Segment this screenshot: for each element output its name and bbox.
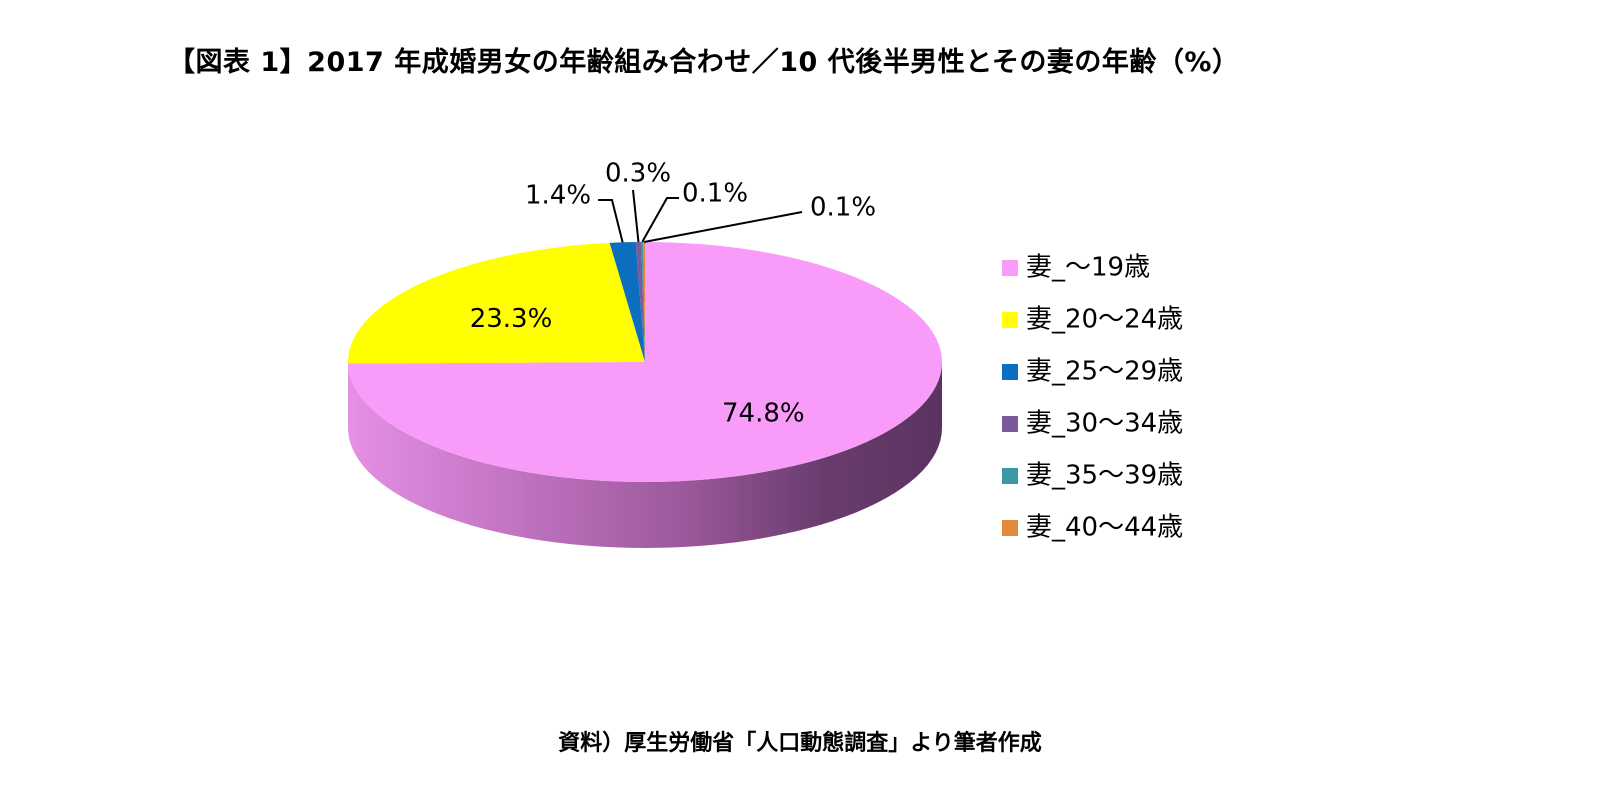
pie-tops bbox=[347, 241, 942, 482]
pie-slice-0 bbox=[348, 242, 942, 482]
pie-slice-3 bbox=[635, 242, 645, 362]
legend-swatch-5 bbox=[1002, 520, 1018, 536]
pie-sides bbox=[348, 362, 942, 548]
chart-title: 【図表 1】2017 年成婚男女の年齢組み合わせ／10 代後半男性とその妻の年齢… bbox=[168, 47, 1240, 78]
pie-slice-2 bbox=[609, 242, 645, 362]
source-note: 資料）厚生労働省「人口動態調査」より筆者作成 bbox=[558, 731, 1042, 756]
data-label-3: 0.3% bbox=[605, 159, 671, 189]
data-label-5: 0.1% bbox=[810, 193, 876, 223]
legend-label-4: 妻_35～39歳 bbox=[1026, 461, 1183, 491]
leader-line-5 bbox=[643, 211, 803, 243]
legend-label-5: 妻_40～44歳 bbox=[1026, 513, 1183, 543]
data-label-1: 23.3% bbox=[470, 304, 553, 334]
data-label-4: 0.1% bbox=[682, 179, 748, 209]
legend-label-1: 妻_20～24歳 bbox=[1026, 305, 1183, 335]
leader-lines bbox=[598, 189, 803, 243]
legend-label-2: 妻_25～29歳 bbox=[1026, 357, 1183, 387]
leader-line-4 bbox=[641, 197, 679, 243]
pie-side-0 bbox=[348, 362, 942, 548]
legend: 妻_～19歳妻_20～24歳妻_25～29歳妻_30～34歳妻_35～39歳妻_… bbox=[1002, 253, 1183, 543]
legend-swatch-4 bbox=[1002, 468, 1018, 484]
pie-slice-5 bbox=[643, 241, 645, 362]
data-label-0: 74.8% bbox=[722, 399, 805, 429]
legend-label-0: 妻_～19歳 bbox=[1026, 253, 1150, 283]
pie-slice-4 bbox=[641, 242, 645, 362]
data-label-2: 1.4% bbox=[525, 181, 591, 211]
legend-label-3: 妻_30～34歳 bbox=[1026, 409, 1183, 439]
leader-line-2 bbox=[598, 199, 624, 243]
data-labels: 74.8% 23.3% 1.4% 0.3% 0.1% 0.1% bbox=[470, 159, 876, 429]
pie-slice-1 bbox=[347, 242, 645, 364]
legend-swatch-2 bbox=[1002, 364, 1018, 380]
legend-swatch-1 bbox=[1002, 312, 1018, 328]
legend-swatch-3 bbox=[1002, 416, 1018, 432]
leader-line-3 bbox=[632, 189, 640, 243]
legend-swatch-0 bbox=[1002, 260, 1018, 276]
